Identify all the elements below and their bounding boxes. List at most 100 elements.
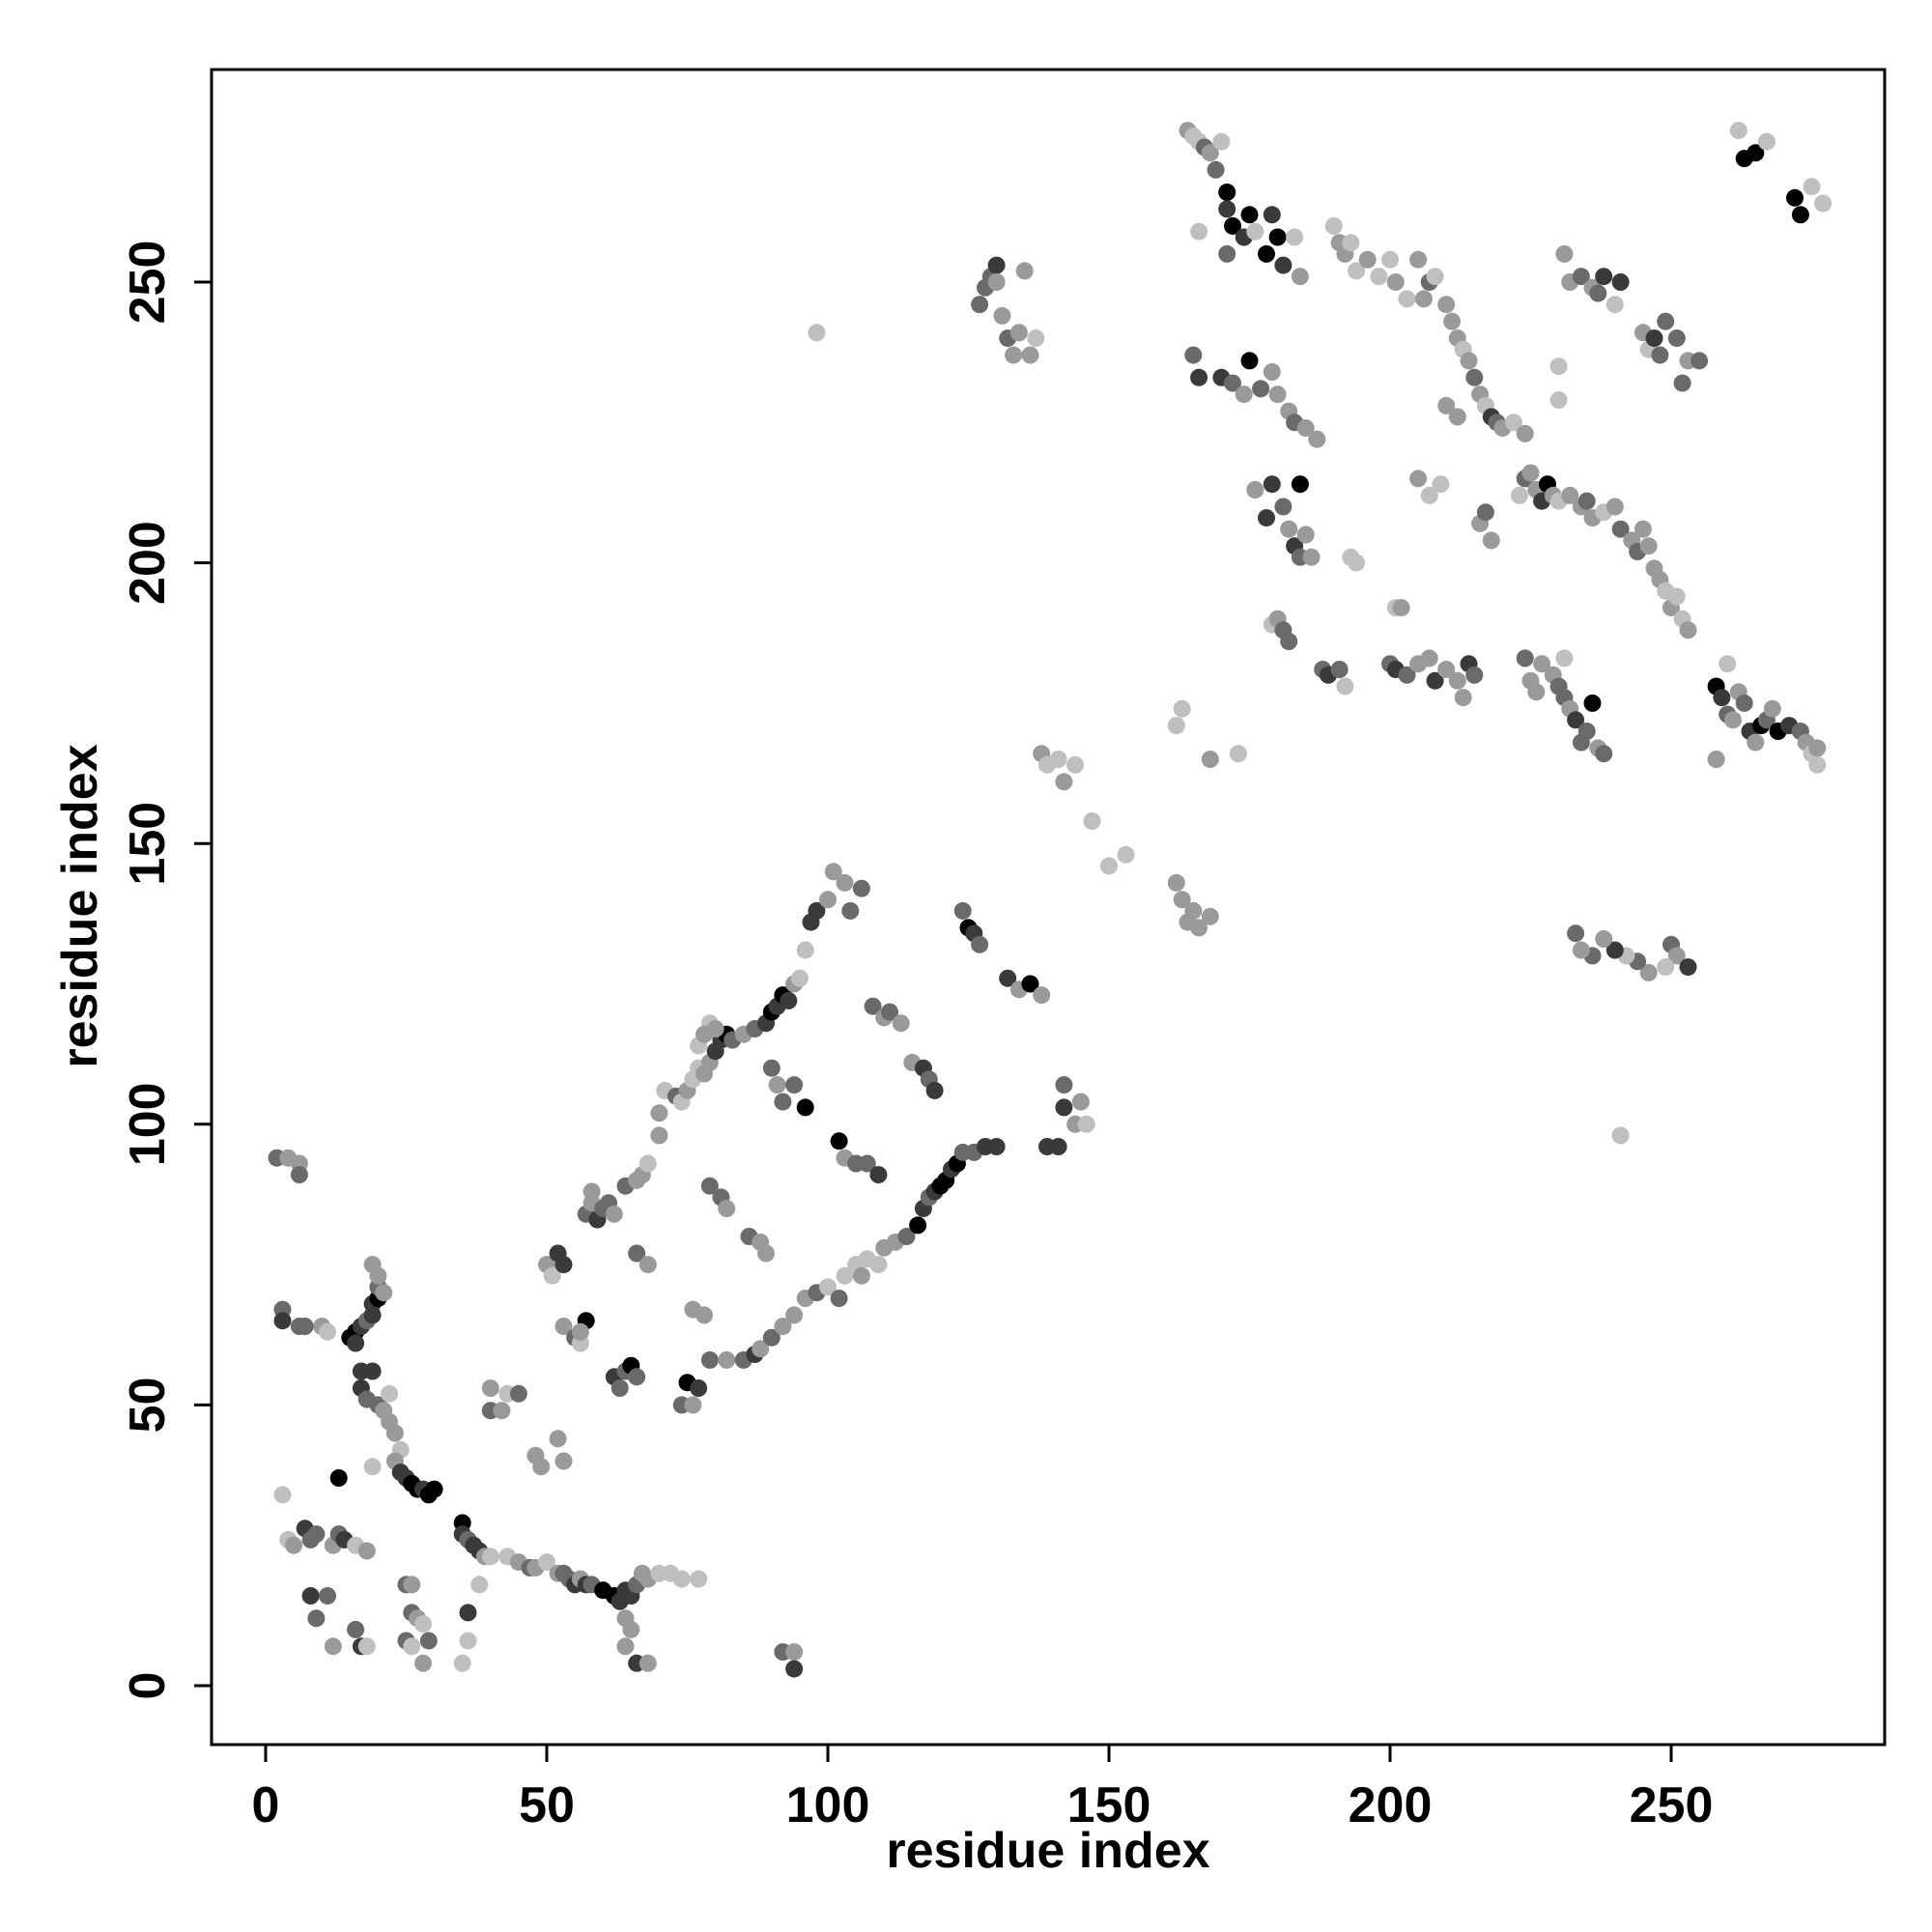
data-point (1212, 132, 1231, 151)
data-point (987, 256, 1006, 274)
data-point (696, 1025, 713, 1043)
data-point (1083, 812, 1101, 830)
data-point (1729, 122, 1747, 140)
plot-frame (210, 68, 1887, 1747)
data-point (403, 1576, 421, 1594)
data-point (1443, 312, 1461, 330)
data-point (819, 891, 837, 909)
data-point (762, 1059, 781, 1077)
data-point (1258, 509, 1275, 527)
data-point (1077, 1115, 1095, 1133)
data-point (790, 969, 809, 987)
data-point (1667, 587, 1686, 606)
data-point (290, 1166, 308, 1184)
data-point (1033, 986, 1051, 1005)
data-point (1786, 188, 1804, 207)
data-point (785, 1306, 804, 1324)
data-point (296, 1318, 314, 1335)
data-point (785, 1660, 804, 1678)
data-point (1482, 531, 1500, 550)
data-point (1605, 497, 1624, 516)
x-axis: 0 50 100 150 200 250 (252, 1745, 1713, 1833)
data-point (696, 1306, 713, 1324)
data-point (324, 1637, 342, 1656)
data-point (774, 1093, 792, 1111)
data-point (1516, 649, 1534, 668)
data-point (1549, 391, 1568, 410)
data-point (1258, 244, 1275, 263)
data-point (757, 1244, 775, 1263)
data-point (329, 1469, 348, 1487)
data-point (1437, 661, 1456, 678)
data-point (1009, 324, 1028, 342)
data-point (1100, 857, 1118, 875)
data-point (347, 1334, 365, 1352)
data-point (543, 1266, 561, 1285)
data-point (1572, 268, 1590, 286)
data-point (538, 1553, 555, 1572)
data-point (385, 1424, 404, 1442)
data-point (319, 1587, 336, 1605)
data-point (1527, 683, 1546, 701)
data-point (1549, 357, 1568, 376)
data-point (639, 1154, 657, 1173)
x-axis-title: residue index (886, 1823, 1209, 1879)
data-point (1414, 290, 1433, 308)
data-point (1448, 408, 1466, 426)
data-point (1049, 1138, 1067, 1155)
data-point (1049, 751, 1067, 768)
data-point (1055, 1098, 1073, 1117)
data-point (319, 1322, 336, 1341)
data-point (1679, 621, 1697, 639)
data-point (1605, 296, 1624, 314)
data-point (425, 1480, 443, 1498)
data-point (554, 1452, 573, 1470)
data-point (1634, 520, 1652, 538)
data-point (1567, 924, 1585, 943)
data-point (1651, 346, 1669, 364)
data-point (1015, 262, 1034, 280)
data-point (1173, 699, 1191, 718)
data-point (1167, 717, 1185, 735)
data-point (273, 1312, 292, 1330)
data-point (1516, 424, 1534, 442)
data-point (1420, 649, 1438, 668)
data-point (1432, 475, 1450, 494)
data-point (1409, 469, 1428, 488)
data-point (1229, 745, 1247, 763)
data-point (1437, 296, 1456, 314)
data-point (1218, 200, 1236, 218)
y-tick-label: 0 (120, 1672, 176, 1700)
data-point (628, 1244, 646, 1263)
data-point (307, 1609, 326, 1628)
data-point (953, 901, 972, 920)
data-point (453, 1654, 471, 1672)
data-point (1280, 633, 1298, 650)
data-point (1336, 677, 1354, 696)
data-point (493, 1402, 511, 1420)
data-point (1224, 216, 1241, 235)
data-point (1184, 346, 1203, 364)
data-point (1645, 329, 1663, 348)
data-point (762, 1328, 781, 1347)
y-tick-label: 250 (120, 241, 176, 325)
data-point (1286, 228, 1304, 246)
data-point (622, 1620, 640, 1638)
data-point (1246, 481, 1264, 498)
data-point (1066, 755, 1085, 774)
data-point (1572, 941, 1590, 959)
data-point (999, 969, 1017, 987)
data-point (459, 1632, 477, 1650)
data-point (357, 1542, 376, 1560)
data-point (796, 941, 814, 959)
data-point (375, 1284, 393, 1302)
data-point (1240, 352, 1259, 370)
data-point (582, 1182, 601, 1201)
data-point (1224, 374, 1241, 392)
data-point (1611, 520, 1630, 538)
data-point (1263, 475, 1281, 494)
y-tick-label: 100 (120, 1082, 176, 1166)
data-point (1308, 430, 1326, 448)
data-point (1263, 206, 1281, 224)
